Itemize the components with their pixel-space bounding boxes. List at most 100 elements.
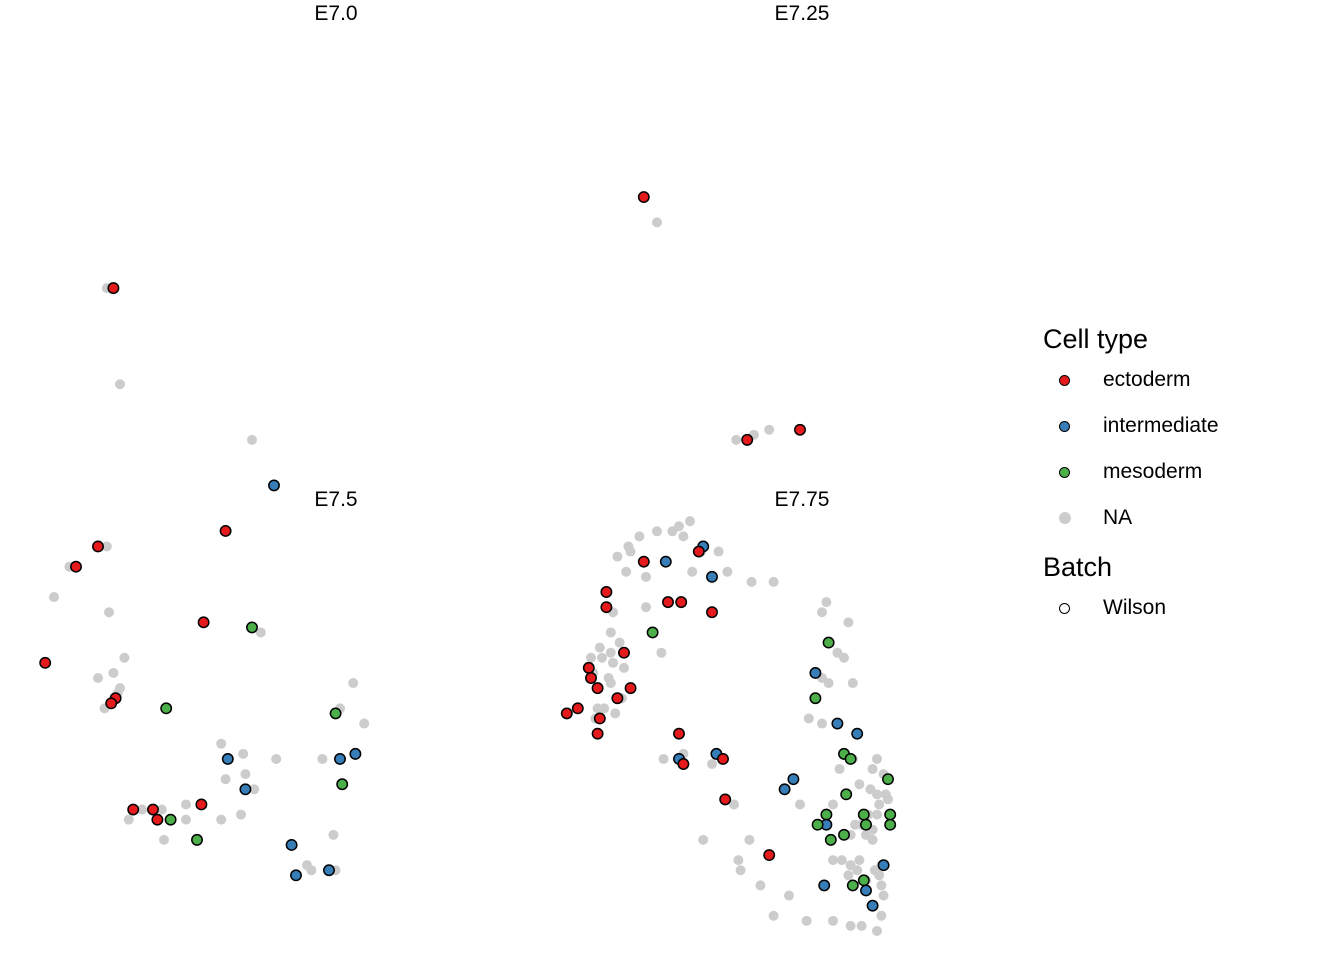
point-na — [119, 652, 130, 663]
point-intermediate — [268, 479, 280, 492]
point-ectoderm — [585, 672, 597, 684]
legend-label: ectoderm — [1103, 368, 1191, 391]
point-na — [735, 865, 746, 876]
point-na — [599, 703, 610, 714]
point-ectoderm — [107, 282, 120, 295]
point-na — [220, 774, 231, 785]
point-na — [731, 434, 742, 445]
facet-title: E7.25 — [775, 2, 830, 25]
point-mesoderm — [844, 752, 857, 765]
point-na — [768, 910, 779, 921]
point-na — [597, 652, 607, 663]
point-na — [348, 678, 359, 689]
point-na — [876, 910, 887, 921]
point-intermediate — [221, 752, 234, 765]
point-na — [828, 915, 838, 926]
point-na — [821, 597, 832, 608]
point-na — [247, 434, 257, 445]
point-na — [828, 855, 838, 866]
facet-panel: E7.5 — [39, 488, 370, 882]
point-na — [768, 576, 779, 587]
point-ectoderm — [741, 433, 754, 446]
point-ectoderm — [560, 707, 573, 720]
facet-title: E7.0 — [314, 2, 357, 25]
point-na — [678, 531, 689, 542]
point-na — [856, 920, 867, 931]
point-na — [883, 794, 893, 805]
point-mesoderm — [860, 818, 872, 831]
point-ectoderm — [637, 191, 650, 204]
point-na — [137, 804, 147, 815]
point-na — [795, 799, 805, 810]
point-na — [845, 920, 856, 931]
point-mesoderm — [336, 778, 349, 791]
point-mesoderm — [884, 818, 897, 831]
point-na — [764, 424, 775, 435]
point-ectoderm — [39, 656, 52, 669]
point-mesoderm — [811, 818, 824, 831]
point-na — [619, 662, 629, 673]
point-mesoderm — [160, 702, 173, 715]
point-na — [328, 829, 339, 840]
point-mesoderm — [824, 833, 837, 846]
point-na — [834, 764, 845, 775]
point-na — [317, 753, 328, 764]
legend-item-na: NA — [1043, 498, 1323, 544]
point-ectoderm — [706, 606, 718, 619]
point-na — [216, 814, 227, 825]
point-intermediate — [831, 717, 844, 730]
point-na — [610, 708, 621, 719]
point-na — [594, 642, 605, 653]
point-na — [608, 657, 618, 668]
facet-title: E7.75 — [775, 488, 830, 511]
point-na — [876, 880, 887, 891]
point-ectoderm — [593, 712, 606, 725]
point-na — [872, 789, 882, 800]
point-mesoderm — [882, 773, 894, 786]
point-na — [586, 652, 596, 663]
point-na — [854, 855, 865, 866]
legend-title-cell-type: Cell type — [1043, 324, 1149, 354]
point-ectoderm — [195, 798, 208, 811]
point-na — [614, 637, 625, 648]
point-intermediate — [323, 864, 335, 877]
point-mesoderm — [822, 636, 835, 649]
point-na — [115, 379, 125, 390]
point-ectoderm — [92, 540, 104, 553]
point-mesoderm — [857, 808, 870, 821]
point-ectoderm — [70, 560, 82, 573]
point-na — [104, 607, 114, 618]
point-na — [93, 673, 103, 683]
point-intermediate — [866, 899, 879, 912]
point-na — [874, 870, 885, 881]
point-intermediate — [334, 752, 346, 765]
legend-label: mesoderm — [1103, 460, 1203, 483]
point-na — [641, 602, 651, 613]
point-na — [872, 925, 882, 936]
point-mesoderm — [846, 879, 859, 892]
point-intermediate — [809, 666, 822, 679]
point-intermediate — [778, 783, 791, 796]
legend-item-mesoderm: mesoderm — [1043, 452, 1323, 498]
point-ectoderm — [600, 586, 613, 598]
point-ectoderm — [611, 692, 624, 705]
point-na — [667, 526, 678, 537]
point-mesoderm — [329, 707, 342, 720]
point-na — [872, 809, 882, 820]
point-ectoderm — [151, 813, 164, 826]
point-ectoderm — [147, 803, 159, 816]
point-na — [652, 217, 662, 228]
facet-title: E7.5 — [314, 488, 357, 511]
point-ectoderm — [719, 793, 732, 806]
point-intermediate — [860, 884, 872, 897]
point-na — [733, 855, 744, 866]
point-na — [755, 880, 766, 891]
point-intermediate — [349, 747, 362, 760]
point-na — [652, 526, 662, 537]
point-na — [874, 799, 885, 810]
point-na — [729, 799, 739, 810]
point-na — [839, 652, 849, 663]
point-na — [656, 647, 667, 658]
point-na — [867, 834, 878, 845]
point-na — [801, 915, 812, 926]
